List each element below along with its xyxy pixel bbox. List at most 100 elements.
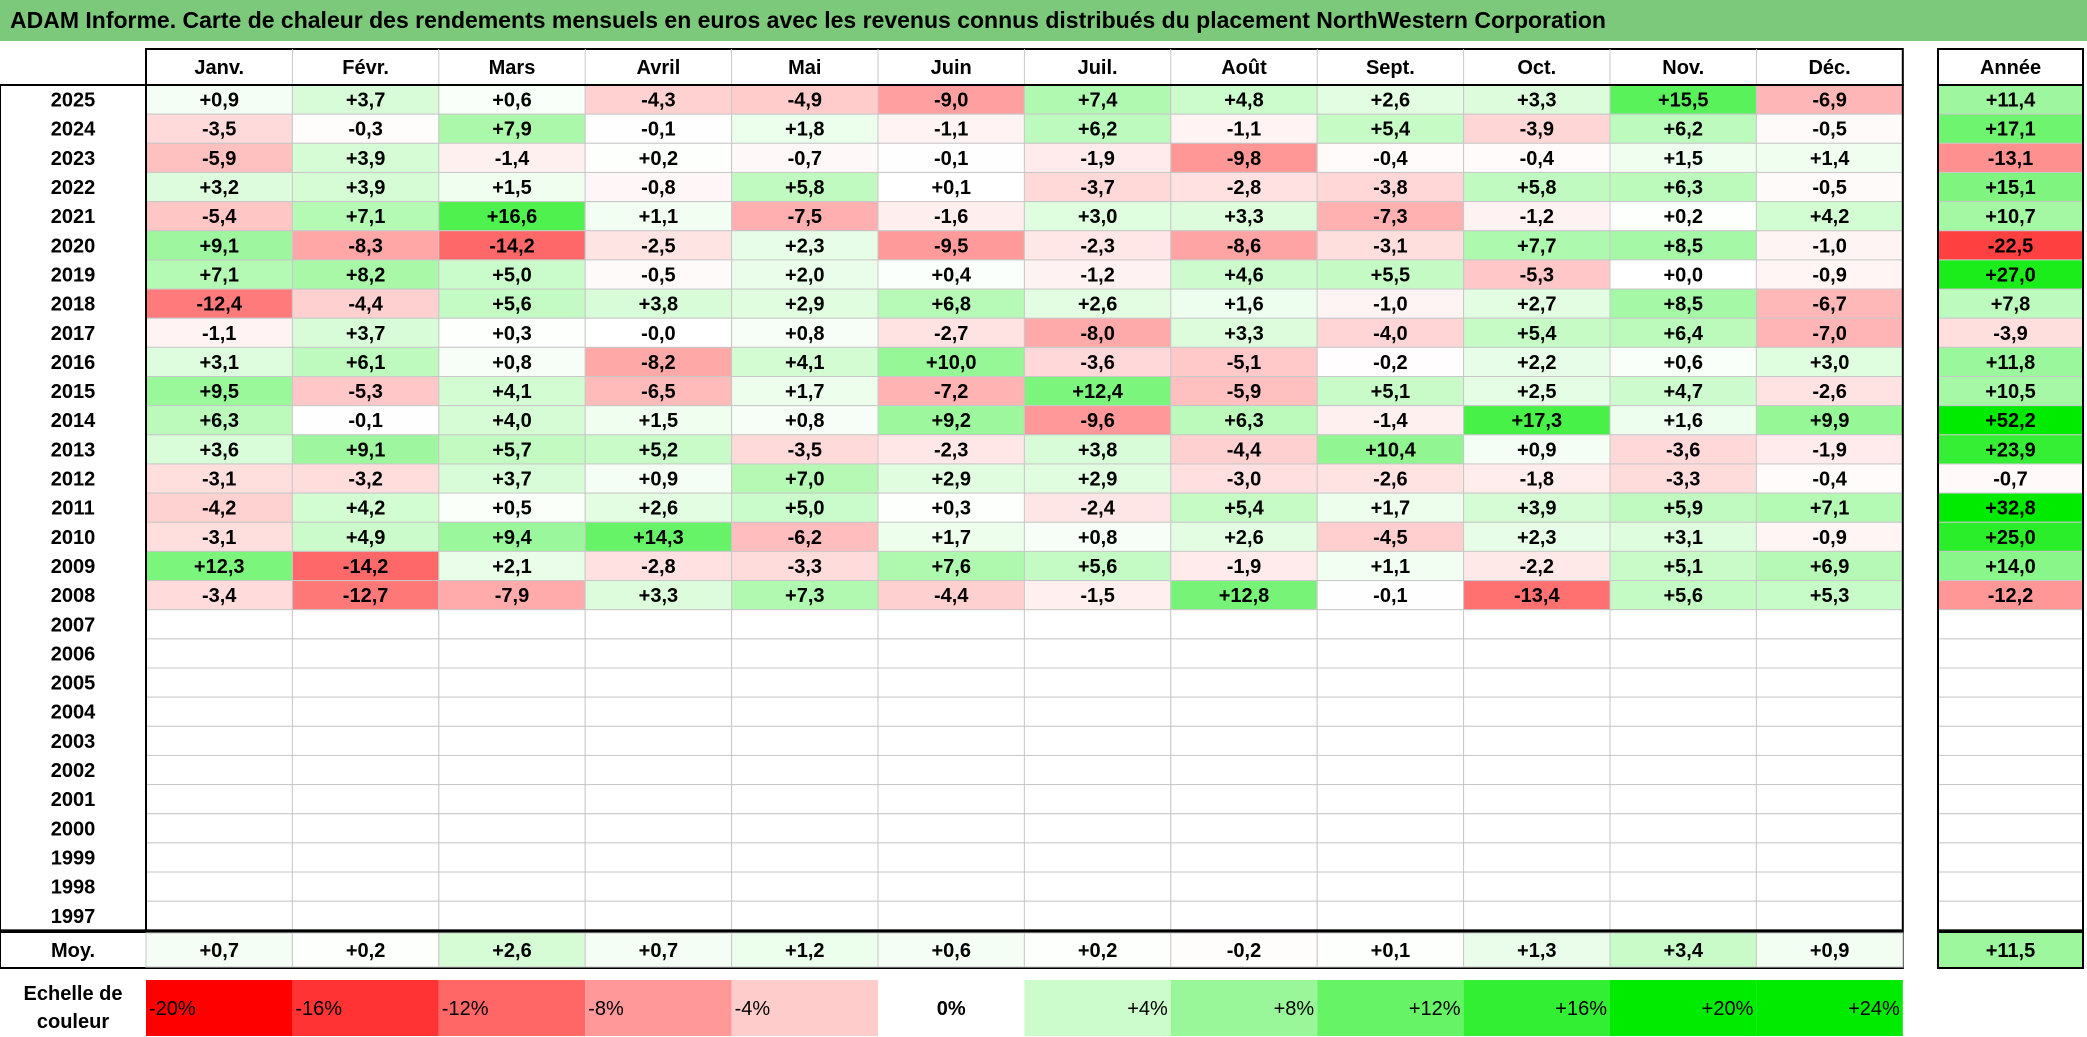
heatmap-cell — [291, 900, 440, 931]
cell-value: -1,0 — [1373, 294, 1407, 316]
heatmap-cell — [291, 813, 440, 844]
heatmap-cell — [1170, 871, 1318, 902]
cell-value: +0,8 — [492, 352, 531, 374]
cell-value: -4,2 — [202, 498, 236, 520]
heatmap-cell — [1316, 725, 1465, 756]
heatmap-cell — [1170, 842, 1318, 873]
cell-value: +3,3 — [1517, 90, 1556, 112]
heatmap-cell — [291, 842, 440, 873]
month-header-4: Avril — [637, 57, 681, 79]
heatmap-cell — [584, 84, 733, 115]
cell-value: +3,3 — [1224, 323, 1263, 345]
month-header-6: Juin — [931, 57, 972, 79]
year-total-value: +25,0 — [1985, 527, 2036, 549]
row-label-2008: 2008 — [51, 585, 96, 607]
heatmap-cell — [1316, 521, 1465, 552]
cell-value: -9,0 — [934, 90, 968, 112]
month-header-2: Févr. — [342, 57, 389, 79]
cell-value: +6,8 — [931, 294, 970, 316]
year-total-value: +32,8 — [1985, 498, 2036, 520]
cell-value: -0,3 — [348, 119, 382, 141]
average-value: +2,6 — [492, 940, 531, 962]
cell-value: +7,4 — [1078, 90, 1118, 112]
year-total-value: +27,0 — [1985, 264, 2036, 286]
row-label-2025: 2025 — [51, 90, 96, 112]
year-total-cell — [1937, 754, 2084, 786]
cell-value: +4,0 — [492, 410, 531, 432]
cell-value: +0,2 — [1663, 206, 1702, 228]
year-total-header-label: Année — [1980, 57, 2041, 79]
heatmap-cell — [291, 463, 440, 494]
year-total-cell — [1937, 871, 2084, 902]
scale-swatch — [878, 980, 1025, 1036]
row-label-2023: 2023 — [51, 148, 96, 170]
heatmap-cell — [291, 871, 440, 902]
cell-value: +1,7 — [1371, 498, 1410, 520]
cell-value: +5,8 — [785, 177, 824, 199]
heatmap-cell — [291, 725, 440, 756]
cell-value: -3,7 — [1080, 177, 1114, 199]
heatmap-cell — [291, 784, 440, 815]
heatmap-cell — [438, 900, 586, 931]
cell-value: -7,2 — [934, 381, 968, 403]
heatmap-cell — [584, 813, 733, 844]
cell-value: -5,3 — [1520, 264, 1554, 286]
heatmap-cell — [1170, 813, 1318, 844]
heatmap-cell — [877, 376, 1025, 407]
heatmap-cell — [1170, 113, 1318, 144]
row-label-1997: 1997 — [51, 906, 96, 928]
cell-value: -3,6 — [1080, 352, 1114, 374]
scale-label: -4% — [735, 998, 771, 1020]
row-label-2009: 2009 — [51, 556, 96, 578]
scale-label: +24% — [1848, 998, 1900, 1020]
heatmap-cell — [1316, 142, 1465, 173]
heatmap-cell — [877, 667, 1025, 698]
cell-value: -3,1 — [1373, 235, 1407, 257]
cell-value: +0,8 — [785, 410, 824, 432]
heatmap-cell — [584, 784, 733, 815]
heatmap-cell — [1023, 259, 1172, 290]
heatmap-cell — [1023, 696, 1172, 727]
cell-value: -2,3 — [934, 439, 968, 461]
heatmap-cell — [877, 696, 1025, 727]
heatmap-cell — [1609, 550, 1757, 582]
cell-value: +2,9 — [1078, 469, 1117, 491]
heatmap-cell — [1316, 667, 1465, 698]
heatmap-cell — [291, 434, 440, 465]
heatmap-cell — [584, 609, 733, 640]
heatmap-cell — [731, 201, 879, 232]
cell-value: -1,2 — [1080, 264, 1114, 286]
cell-value: +7,7 — [1517, 235, 1556, 257]
heatmap-cell — [145, 784, 293, 815]
scale-label: +8% — [1274, 998, 1315, 1020]
heatmap-cell — [1463, 725, 1611, 756]
heatmap-cell — [1463, 492, 1611, 523]
average-value: -0,2 — [1227, 940, 1261, 962]
heatmap-cell — [1316, 842, 1465, 873]
cell-value: +6,3 — [1663, 177, 1702, 199]
heatmap-cell — [1023, 813, 1172, 844]
heatmap-cell — [584, 754, 733, 786]
scale-swatch — [438, 980, 586, 1036]
heatmap-cell — [877, 259, 1025, 290]
cell-value: +0,6 — [492, 90, 531, 112]
heatmap-cell — [1463, 521, 1611, 552]
cell-value: +8,5 — [1663, 294, 1702, 316]
cell-value: -1,5 — [1080, 585, 1114, 607]
heatmap-cell — [1316, 171, 1465, 203]
row-label-2006: 2006 — [51, 643, 96, 665]
heatmap-cell — [1316, 230, 1465, 261]
cell-value: +2,5 — [1517, 381, 1556, 403]
year-total-value: +10,5 — [1985, 381, 2036, 403]
cell-value: +2,0 — [785, 264, 824, 286]
year-total-cell — [1937, 725, 2084, 756]
chart-title: ADAM Informe. Carte de chaleur des rende… — [10, 7, 1606, 33]
heatmap-cell — [438, 813, 586, 844]
heatmap-cell — [1755, 434, 1904, 465]
cell-value: +1,6 — [1663, 410, 1702, 432]
cell-value: -7,3 — [1373, 206, 1407, 228]
cell-value: +4,7 — [1663, 381, 1702, 403]
heatmap-cell — [1463, 201, 1611, 232]
heatmap-cell — [731, 813, 879, 844]
heatmap-cell — [145, 813, 293, 844]
